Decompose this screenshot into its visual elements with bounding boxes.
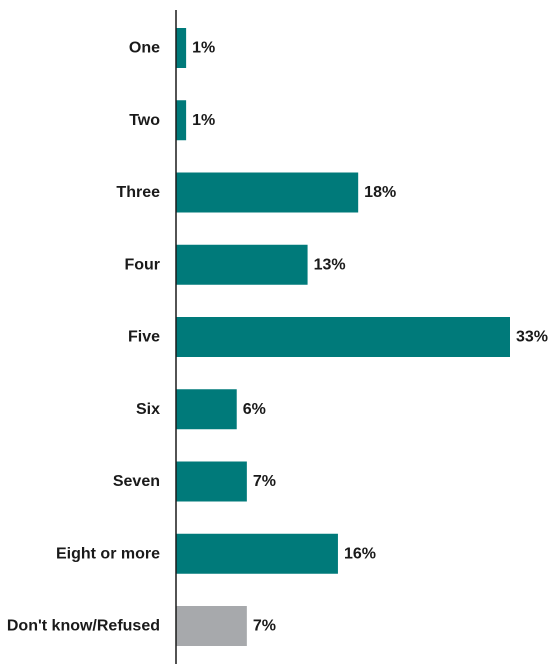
bar-4 <box>176 317 510 357</box>
bar-6 <box>176 461 247 502</box>
value-label-5: 6% <box>243 401 266 418</box>
value-label-1: 1% <box>192 112 215 129</box>
value-labels-group: 1% 1% 18% 13% 33% 6% 7% 16% 7% <box>192 40 548 635</box>
category-labels-group: One Two Three Four Five Six Seven Eight or more… <box>7 40 160 635</box>
value-label-3: 13% <box>314 256 346 273</box>
value-label-7: 16% <box>344 545 376 562</box>
category-label-1: Two <box>129 112 160 129</box>
category-label-6: Seven <box>113 473 160 490</box>
bar-8 <box>176 606 247 646</box>
value-label-0: 1% <box>192 40 215 57</box>
bar-2 <box>176 172 359 213</box>
category-label-2: Three <box>116 184 160 201</box>
bar-5 <box>176 389 237 430</box>
category-label-5: Six <box>136 401 160 418</box>
category-label-0: One <box>129 40 160 57</box>
value-label-2: 18% <box>364 184 396 201</box>
value-label-4: 33% <box>516 329 548 346</box>
bar-1 <box>176 100 187 141</box>
category-label-7: Eight or more <box>56 545 160 562</box>
category-label-4: Five <box>128 329 160 346</box>
bars-group <box>176 28 510 646</box>
bar-7 <box>176 533 338 574</box>
value-label-6: 7% <box>253 473 276 490</box>
category-label-3: Four <box>124 256 160 273</box>
bar-0 <box>176 28 187 68</box>
category-label-8: Don't know/Refused <box>7 618 160 635</box>
value-label-8: 7% <box>253 618 276 635</box>
bar-3 <box>176 244 308 285</box>
